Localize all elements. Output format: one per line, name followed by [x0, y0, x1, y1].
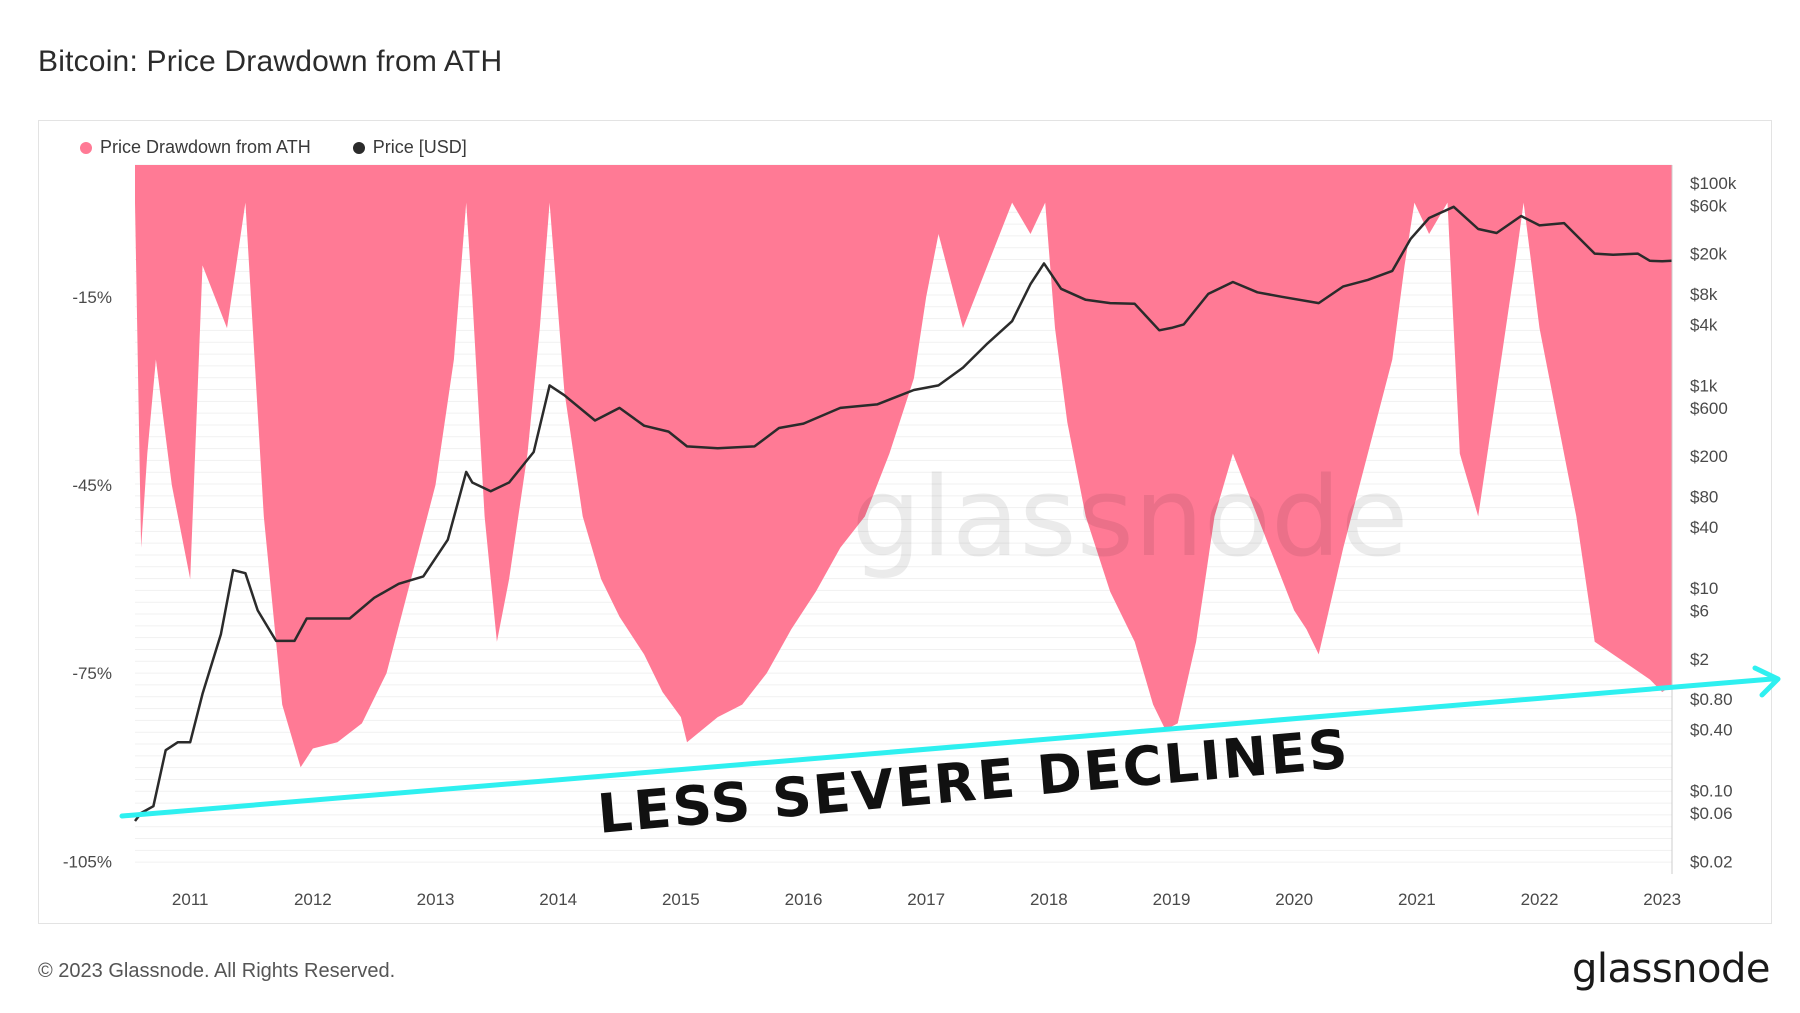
x-axis-tick-label: 2013: [417, 890, 455, 909]
right-axis-tick-label: $6: [1690, 601, 1709, 620]
right-axis-tick-label: $60k: [1690, 196, 1727, 215]
copyright-footer: © 2023 Glassnode. All Rights Reserved.: [38, 960, 396, 982]
chart-panel: [38, 120, 1772, 924]
left-axis-tick-label: -45%: [72, 476, 112, 495]
x-axis-tick-label: 2019: [1153, 890, 1191, 909]
right-axis-tick-label: $100k: [1690, 174, 1737, 193]
right-axis-tick-label: $10: [1690, 579, 1718, 598]
left-axis-tick-label: -105%: [63, 852, 112, 871]
x-axis-tick-label: 2015: [662, 890, 700, 909]
annotation-arrowhead: [1752, 665, 1781, 698]
legend-label-price: Price [USD]: [372, 137, 467, 157]
legend-item-drawdown[interactable]: Price Drawdown from ATH: [80, 137, 311, 158]
right-axis-tick-label: $4k: [1690, 315, 1718, 334]
right-axis-tick-label: $0.40: [1690, 721, 1733, 740]
right-axis-tick-label: $0.80: [1690, 690, 1733, 709]
watermark-text: glassnode: [852, 453, 1409, 581]
right-axis-tick-label: $0.06: [1690, 804, 1733, 823]
right-axis-tick-label: $2: [1690, 650, 1709, 669]
x-axis-tick-label: 2017: [907, 890, 945, 909]
legend-swatch-drawdown: [80, 141, 92, 154]
annotation-trend-line: [119, 676, 1775, 819]
x-axis-tick-label: 2020: [1275, 890, 1313, 909]
x-axis-tick-label: 2012: [294, 890, 332, 909]
left-axis-tick-label: -15%: [72, 288, 112, 307]
x-axis-tick-label: 2022: [1521, 890, 1559, 909]
right-axis-tick-label: $80: [1690, 488, 1718, 507]
right-axis-tick-label: $0.10: [1690, 782, 1733, 801]
x-axis-tick-label: 2016: [785, 890, 823, 909]
right-axis-tick-label: $40: [1690, 518, 1718, 537]
right-axis-tick-label: $1k: [1690, 376, 1718, 395]
drawdown-area: [135, 165, 1672, 768]
right-axis-tick-label: $200: [1690, 447, 1728, 466]
chart-legend: Price Drawdown from ATH Price [USD]: [80, 137, 467, 158]
x-axis-tick-label: 2023: [1643, 890, 1681, 909]
legend-label-drawdown: Price Drawdown from ATH: [100, 137, 311, 157]
legend-item-price[interactable]: Price [USD]: [352, 137, 467, 158]
left-axis-tick-label: -75%: [72, 664, 112, 683]
right-axis-tick-label: $0.02: [1690, 852, 1733, 871]
right-axis-tick-label: $600: [1690, 399, 1728, 418]
x-axis-tick-label: 2014: [539, 890, 577, 909]
x-axis-tick-label: 2018: [1030, 890, 1068, 909]
right-axis-tick-label: $8k: [1690, 285, 1718, 304]
chart-title: Bitcoin: Price Drawdown from ATH: [38, 45, 503, 78]
x-axis-tick-label: 2021: [1398, 890, 1436, 909]
x-axis-tick-label: 2011: [172, 890, 209, 909]
legend-swatch-price: [352, 141, 365, 154]
price-line: [134, 205, 1673, 822]
glassnode-logo: glassnode: [1571, 946, 1771, 992]
right-axis-tick-label: $20k: [1690, 245, 1727, 264]
